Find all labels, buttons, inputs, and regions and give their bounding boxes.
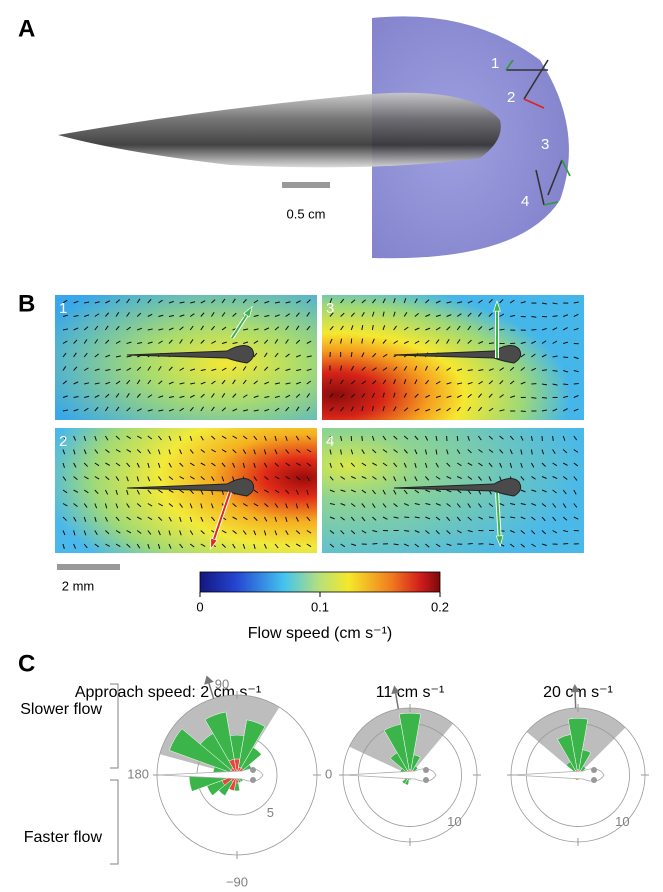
flow-vector xyxy=(404,517,409,518)
colorbar-tick-label: 0.1 xyxy=(311,599,329,614)
plot-title: 11 cm s⁻¹ xyxy=(376,684,445,701)
colorbar-ticks: 0 0.1 0.2 xyxy=(196,592,449,614)
eye xyxy=(250,767,256,773)
eye xyxy=(591,777,597,783)
angle-label: 90 xyxy=(215,676,229,691)
panel-label: B xyxy=(18,290,35,317)
panel-label: C xyxy=(18,650,35,677)
angle-label: −90 xyxy=(226,874,248,889)
subpanel-number: 2 xyxy=(59,433,67,450)
bracket xyxy=(110,684,118,864)
probe-number: 1 xyxy=(491,55,499,72)
eye xyxy=(250,777,256,783)
flow-vector xyxy=(531,317,536,318)
probe-number: 2 xyxy=(507,89,515,106)
flow-vector xyxy=(362,436,363,441)
colorbar-tick-label: 0 xyxy=(196,599,203,614)
flow-map xyxy=(322,295,584,420)
flow-vector xyxy=(553,436,554,441)
plot-title: 20 cm s⁻¹ xyxy=(543,684,613,701)
probe-number: 3 xyxy=(541,136,549,153)
ring-label: 10 xyxy=(615,814,629,829)
flow-map xyxy=(55,295,317,420)
polar-plots: Approach speed: 2 cm s⁻¹511 cm s⁻¹1020 c… xyxy=(75,676,649,890)
flow-vector xyxy=(457,436,458,441)
flow-vector xyxy=(542,398,547,399)
flow-vector xyxy=(563,357,568,358)
colorbar-label: Flow speed (cm s⁻¹) xyxy=(248,625,392,642)
eye xyxy=(423,767,429,773)
subpanel-number: 1 xyxy=(59,300,67,317)
larva xyxy=(58,93,501,168)
subpanel-number: 4 xyxy=(326,433,334,450)
eye xyxy=(423,777,429,783)
scale-label: 2 mm xyxy=(62,578,95,593)
flow-fields: 1 3 2 4 xyxy=(55,295,584,553)
panel-label: A xyxy=(18,15,35,42)
angle-label: 180 xyxy=(127,766,149,781)
ring-label: 5 xyxy=(267,805,274,820)
row-label: Faster flow xyxy=(24,829,103,846)
eye xyxy=(591,767,597,773)
flow-vector xyxy=(563,384,568,385)
flow-vector xyxy=(489,343,494,344)
subpanel-number: 3 xyxy=(326,300,334,317)
flow-vector xyxy=(542,370,547,371)
colorbar xyxy=(200,572,440,592)
mean-arrow xyxy=(575,690,576,708)
scale-bar xyxy=(57,564,120,570)
flow-map xyxy=(55,428,317,553)
scale-bar xyxy=(282,182,330,188)
probe-number: 4 xyxy=(521,193,529,210)
flow-map xyxy=(322,428,584,553)
ring-label: 10 xyxy=(447,814,461,829)
figure: A 1 2 3 4 0.5 cm B 1 3 2 4 2 mm 0 0.1 0.2 Flo… xyxy=(0,0,663,892)
colorbar-tick-label: 0.2 xyxy=(431,599,449,614)
angle-label: 0 xyxy=(325,766,332,781)
row-label: Slower flow xyxy=(20,701,102,718)
scale-label: 0.5 cm xyxy=(286,206,325,221)
